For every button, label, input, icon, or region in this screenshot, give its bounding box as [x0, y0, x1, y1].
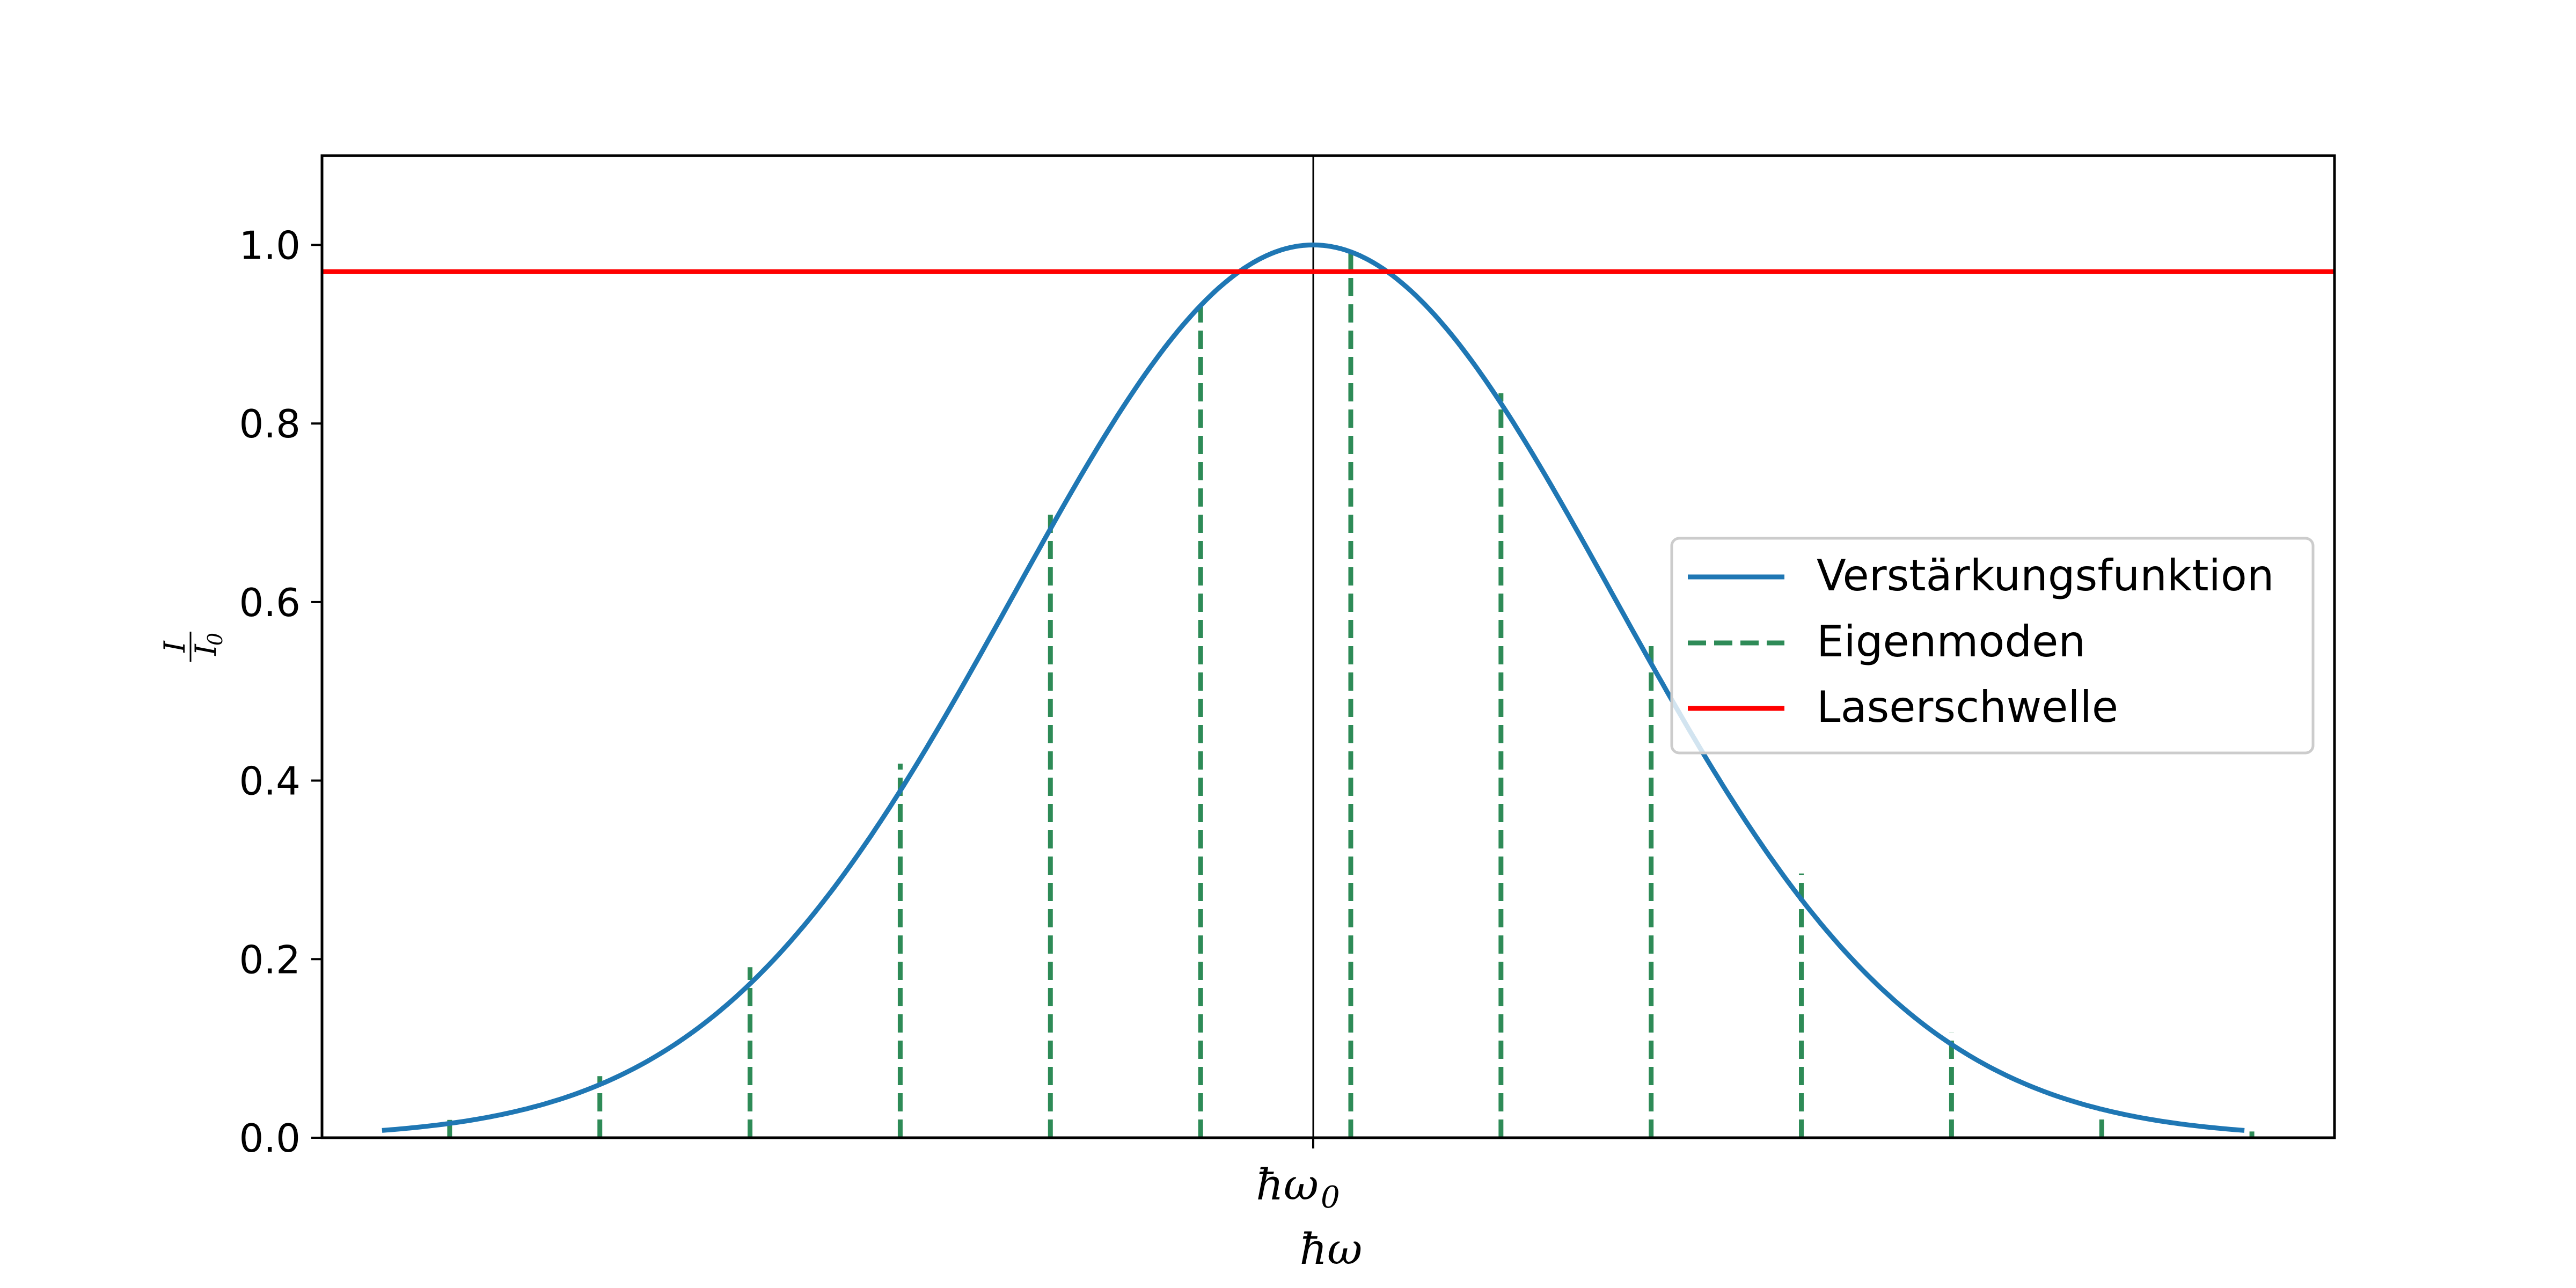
y-tick-label: 0.6 [239, 580, 301, 625]
y-tick-label: 0.8 [239, 401, 301, 447]
x-axis-ticks: ħω 0 [1256, 1138, 1340, 1215]
legend-box [1670, 537, 2315, 755]
legend-item-eigenmoden: Eigenmoden [1688, 617, 2085, 667]
x-tick-label: ħω [1256, 1160, 1319, 1210]
y-axis-label-numerator: I [158, 640, 192, 653]
legend-item-laserschwelle: Laserschwelle [1688, 682, 2118, 732]
legend-label-eigenmoden: Eigenmoden [1817, 617, 2085, 667]
verstaerkungsfunktion-line [382, 242, 2245, 1133]
legend-label-verstaerkungsfunktion: Verstärkungsfunktion [1817, 551, 2274, 601]
y-tick-label: 0.2 [239, 937, 301, 982]
x-axis-label-text: ħω [1300, 1224, 1363, 1274]
plot-frame [320, 154, 2336, 1139]
y-axis-label-denominator: I [189, 643, 223, 656]
y-tick-label: 0.4 [239, 759, 301, 804]
y-tick-label: 1.0 [239, 223, 301, 268]
y-axis-label-denominator-sub: 0 [203, 633, 227, 646]
x-axis-label: ħω [1300, 1224, 1363, 1274]
eigenmoden-layer [447, 252, 2255, 1138]
x-tick-label-sub: 0 [1321, 1180, 1340, 1215]
legend-label-laserschwelle: Laserschwelle [1817, 682, 2118, 732]
y-axis-label: I I 0 [158, 632, 227, 662]
legend: Verstärkungsfunktion Eigenmoden Lasersch… [1670, 537, 2315, 755]
legend-item-verstaerkungsfunktion: Verstärkungsfunktion [1688, 551, 2274, 601]
y-axis-ticks: 0.0 0.2 0.4 0.6 0.8 1.0 [239, 223, 322, 1161]
y-tick-label: 0.0 [239, 1116, 301, 1161]
